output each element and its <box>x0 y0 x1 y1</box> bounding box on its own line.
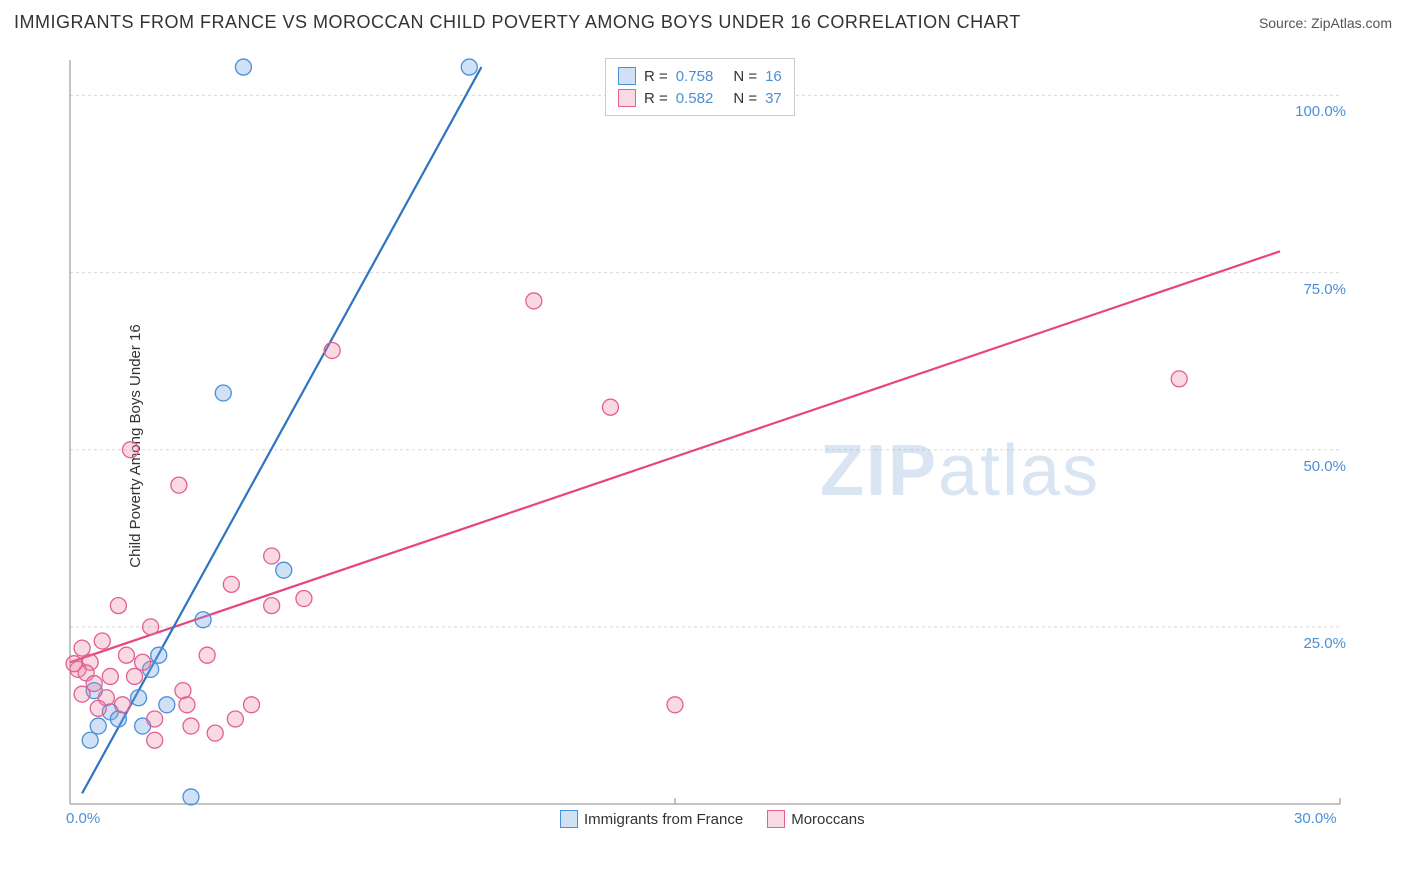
r-label2: R = <box>644 90 668 107</box>
y-tick-label: 50.0% <box>1303 458 1346 475</box>
legend-label-moroccans: Moroccans <box>791 811 864 828</box>
watermark: ZIPatlas <box>820 430 1100 512</box>
swatch-moroccans <box>618 89 636 107</box>
series-legend: Immigrants from France Moroccans <box>560 810 865 828</box>
watermark-atlas: atlas <box>938 431 1100 511</box>
n-label2: N = <box>733 90 757 107</box>
legend-swatch-moroccans <box>767 810 785 828</box>
r-val-france: 0.758 <box>676 68 714 85</box>
legend-item-moroccans: Moroccans <box>767 810 864 828</box>
x-tick-label: 30.0% <box>1294 810 1337 827</box>
page-title: IMMIGRANTS FROM FRANCE VS MOROCCAN CHILD… <box>14 12 1021 33</box>
stats-legend: R = 0.758 N = 16 R = 0.582 N = 37 <box>605 58 795 116</box>
watermark-zip: ZIP <box>820 431 938 511</box>
swatch-france <box>618 67 636 85</box>
r-label: R = <box>644 68 668 85</box>
y-tick-label: 100.0% <box>1295 103 1346 120</box>
stats-row-moroccans: R = 0.582 N = 37 <box>618 87 782 109</box>
n-label: N = <box>733 68 757 85</box>
n-val-france: 16 <box>765 68 782 85</box>
n-val-moroccans: 37 <box>765 90 782 107</box>
x-tick-label: 0.0% <box>66 810 100 827</box>
y-tick-label: 25.0% <box>1303 635 1346 652</box>
r-val-moroccans: 0.582 <box>676 90 714 107</box>
source-label: Source: ZipAtlas.com <box>1259 15 1392 31</box>
y-tick-label: 75.0% <box>1303 281 1346 298</box>
legend-label-france: Immigrants from France <box>584 811 743 828</box>
legend-swatch-france <box>560 810 578 828</box>
header-bar: IMMIGRANTS FROM FRANCE VS MOROCCAN CHILD… <box>14 12 1392 33</box>
stats-row-france: R = 0.758 N = 16 <box>618 65 782 87</box>
legend-item-france: Immigrants from France <box>560 810 743 828</box>
scatter-plot <box>60 50 1350 830</box>
chart-area: ZIPatlas R = 0.758 N = 16 R = 0.582 N = … <box>60 50 1350 830</box>
